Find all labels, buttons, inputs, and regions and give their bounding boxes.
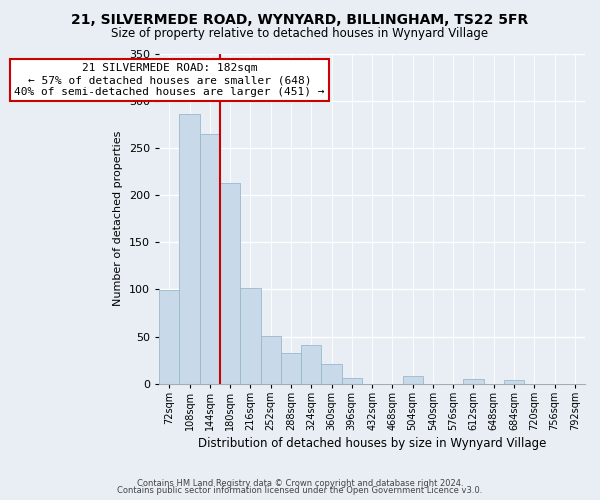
- Text: 21 SILVERMEDE ROAD: 182sqm
← 57% of detached houses are smaller (648)
40% of sem: 21 SILVERMEDE ROAD: 182sqm ← 57% of deta…: [14, 64, 325, 96]
- X-axis label: Distribution of detached houses by size in Wynyard Village: Distribution of detached houses by size …: [198, 437, 546, 450]
- Y-axis label: Number of detached properties: Number of detached properties: [113, 131, 124, 306]
- Bar: [220, 183, 240, 384]
- Text: 21, SILVERMEDE ROAD, WYNYARD, BILLINGHAM, TS22 5FR: 21, SILVERMEDE ROAD, WYNYARD, BILLINGHAM…: [71, 12, 529, 26]
- Bar: [260, 336, 281, 384]
- Bar: [200, 134, 220, 384]
- Bar: [341, 378, 362, 384]
- Bar: [504, 380, 524, 384]
- Bar: [240, 288, 260, 384]
- Bar: [463, 379, 484, 384]
- Bar: [179, 114, 200, 384]
- Bar: [403, 376, 423, 384]
- Bar: [322, 364, 341, 384]
- Text: Contains public sector information licensed under the Open Government Licence v3: Contains public sector information licen…: [118, 486, 482, 495]
- Text: Size of property relative to detached houses in Wynyard Village: Size of property relative to detached ho…: [112, 28, 488, 40]
- Bar: [281, 354, 301, 384]
- Bar: [301, 345, 322, 384]
- Bar: [159, 290, 179, 384]
- Text: Contains HM Land Registry data © Crown copyright and database right 2024.: Contains HM Land Registry data © Crown c…: [137, 478, 463, 488]
